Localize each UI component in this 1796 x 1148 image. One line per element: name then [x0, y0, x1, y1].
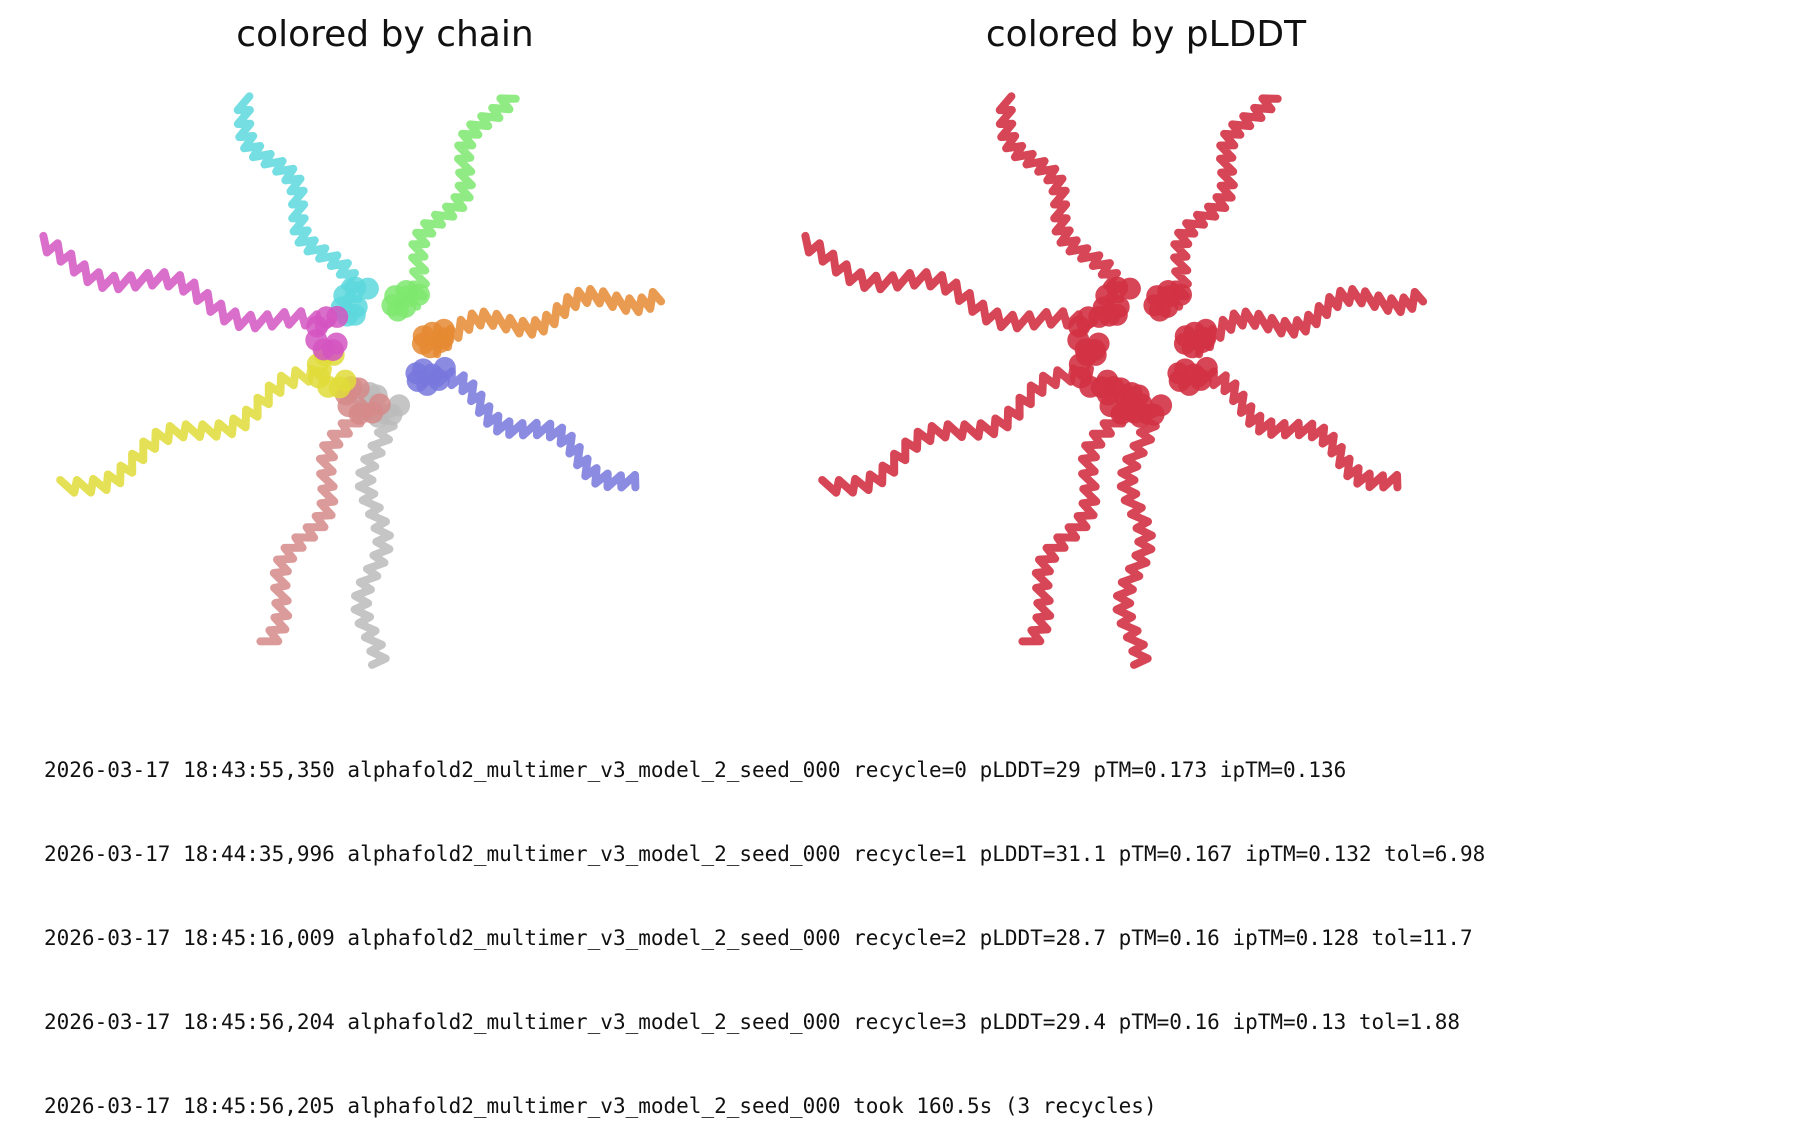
- chain-tail: [433, 285, 666, 359]
- chain-tail: [39, 231, 335, 335]
- chain-tail: [233, 92, 363, 303]
- chain-tail: [56, 364, 332, 497]
- log-output: 2026-03-17 18:43:55,350 alphafold2_multi…: [44, 700, 1764, 1148]
- chain-tail: [801, 231, 1097, 335]
- chain-head-blob: [356, 277, 379, 300]
- log-line: 2026-03-17 18:45:56,204 alphafold2_multi…: [44, 1010, 1461, 1034]
- chain-panel-title: colored by chain: [236, 14, 534, 55]
- log-line: 2026-03-17 18:43:55,350 alphafold2_multi…: [44, 758, 1347, 782]
- log-line: 2026-03-17 18:44:35,996 alphafold2_multi…: [44, 842, 1486, 866]
- chain-tail: [1195, 285, 1428, 359]
- chain-head-blob: [1118, 277, 1141, 300]
- chain-tail: [404, 94, 520, 311]
- chain-tail: [1112, 401, 1161, 669]
- chain-tail: [995, 92, 1125, 303]
- log-line: 2026-03-17 18:45:56,205 alphafold2_multi…: [44, 1094, 1157, 1118]
- chain-tail: [1182, 366, 1402, 492]
- log-line: 2026-03-17 18:45:16,009 alphafold2_multi…: [44, 926, 1473, 950]
- plddt-panel-title: colored by pLDDT: [985, 14, 1307, 55]
- structure-colored-by-plddt: [801, 92, 1428, 669]
- chain-tail: [818, 364, 1094, 497]
- chain-tail: [256, 398, 375, 646]
- chain-tail: [420, 366, 640, 492]
- chain-tail: [1018, 398, 1137, 646]
- chain-tail: [1166, 94, 1282, 311]
- chain-tail: [350, 401, 399, 669]
- structure-colored-by-chain: [39, 92, 666, 669]
